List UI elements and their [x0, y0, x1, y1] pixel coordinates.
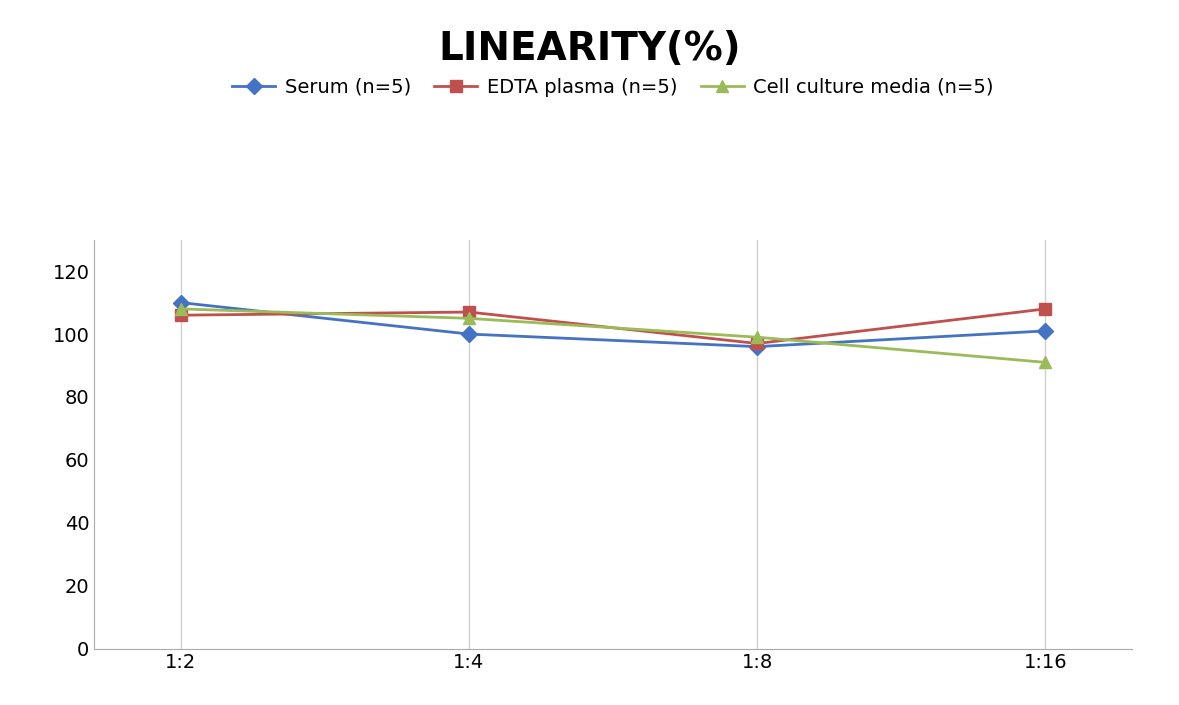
- Serum (n=5): [462, 330, 476, 338]
- Serum (n=5): [1039, 326, 1053, 335]
- Text: LINEARITY(%): LINEARITY(%): [439, 30, 740, 68]
- Legend: Serum (n=5), EDTA plasma (n=5), Cell culture media (n=5): Serum (n=5), EDTA plasma (n=5), Cell cul…: [232, 78, 994, 97]
- EDTA plasma (n=5): [173, 311, 187, 319]
- Cell culture media (n=5): [173, 305, 187, 313]
- Line: EDTA plasma (n=5): EDTA plasma (n=5): [176, 303, 1050, 349]
- Serum (n=5): [750, 343, 764, 351]
- Cell culture media (n=5): [1039, 358, 1053, 367]
- EDTA plasma (n=5): [1039, 305, 1053, 313]
- EDTA plasma (n=5): [462, 308, 476, 317]
- Cell culture media (n=5): [750, 333, 764, 341]
- Line: Cell culture media (n=5): Cell culture media (n=5): [176, 303, 1050, 368]
- EDTA plasma (n=5): [750, 339, 764, 348]
- Cell culture media (n=5): [462, 314, 476, 323]
- Serum (n=5): [173, 298, 187, 307]
- Line: Serum (n=5): Serum (n=5): [176, 297, 1050, 352]
